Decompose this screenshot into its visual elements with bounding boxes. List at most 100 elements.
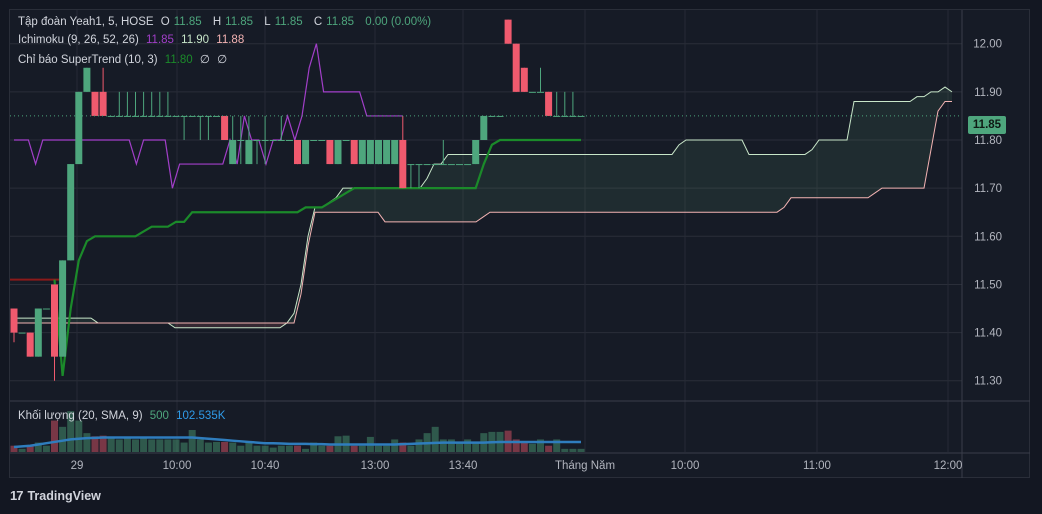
volume-bar: [140, 436, 148, 452]
legend-o-label: O: [160, 16, 170, 28]
volume-bar: [375, 445, 382, 452]
candle-body: [115, 115, 123, 117]
cloud-segment: [609, 154, 616, 213]
candle-body: [415, 164, 423, 166]
last-price-tag: 11.85: [968, 116, 1006, 134]
volume-bar: [439, 439, 447, 452]
volume-bar: [188, 430, 196, 452]
brand-label: TradingView: [27, 488, 101, 503]
cloud-segment: [875, 101, 882, 193]
volume-bar: [447, 439, 455, 452]
cloud-segment: [336, 188, 343, 213]
cloud-segment: [728, 140, 735, 213]
volume-bar: [91, 436, 99, 452]
cloud-segment: [644, 154, 651, 213]
supertrend-value-1: 11.80: [164, 54, 193, 66]
candle-body: [553, 115, 561, 117]
candle-body: [310, 140, 318, 141]
cloud-segment: [763, 154, 770, 213]
legend-supertrend[interactable]: Chỉ báo SuperTrend (10, 3) 11.80 ∅ ∅: [18, 52, 231, 66]
volume-bar: [156, 439, 164, 452]
cloud-segment: [476, 154, 483, 222]
cloud-segment: [245, 322, 252, 328]
volume-bar: [42, 445, 50, 452]
x-tick-label-6: 10:00: [671, 460, 700, 472]
candle-body: [366, 140, 374, 165]
cloud-segment: [847, 101, 854, 198]
candle-body: [10, 308, 18, 333]
volume-bar: [269, 447, 277, 452]
cloud-segment: [742, 140, 749, 213]
cloud-segment: [518, 154, 525, 213]
candle-body: [91, 91, 99, 116]
volume-bar: [302, 448, 310, 452]
x-tick-label-2: 10:40: [251, 460, 280, 472]
legend-ichimoku[interactable]: Ichimoku (9, 26, 52, 26) 11.85 11.90 11.…: [18, 34, 248, 46]
cloud-segment: [686, 140, 693, 213]
candle-body: [537, 91, 544, 93]
legend-change: 0.00 (0.00%): [365, 16, 432, 28]
span-b-line: [14, 100, 952, 324]
cloud-segment: [84, 318, 91, 323]
candle-body: [99, 91, 107, 116]
cloud-segment: [532, 154, 539, 213]
cloud-segment: [735, 140, 742, 213]
volume-bar: [350, 445, 358, 452]
cloud-segment: [602, 154, 609, 213]
cloud-segment: [714, 140, 721, 213]
volume-bar: [520, 441, 528, 452]
y-tick-label-5: 11.50: [974, 279, 1002, 291]
volume-bar: [10, 445, 18, 452]
cloud-segment: [581, 154, 588, 213]
volume-bar: [577, 448, 585, 452]
cloud-segment: [203, 322, 210, 328]
cloud-segment: [182, 322, 189, 328]
candle-body: [334, 140, 342, 165]
cloud-segment: [434, 164, 441, 222]
candle-body: [34, 308, 42, 357]
volume-bar: [415, 439, 423, 452]
volume-bar: [399, 442, 407, 452]
volume-bar: [75, 420, 83, 452]
cloud-segment: [616, 154, 623, 213]
volume-bar: [561, 448, 569, 452]
cloud-segment: [42, 318, 49, 323]
candle-body: [132, 115, 139, 117]
candle-body: [196, 115, 204, 117]
candle-body: [464, 164, 472, 166]
candle-body: [512, 43, 520, 92]
x-tick-label-8: 12:00: [934, 460, 963, 472]
candle-body: [188, 115, 196, 117]
candle-body: [358, 140, 366, 165]
cloud-segment: [826, 140, 833, 198]
cloud-segment: [217, 322, 224, 328]
cloud-segment: [357, 188, 364, 213]
cloud-segment: [672, 144, 679, 213]
candle-body: [213, 115, 220, 117]
cloud-segment: [546, 154, 553, 213]
candle-body: [318, 140, 326, 141]
cloud-segment: [371, 188, 378, 213]
candle-body: [229, 140, 237, 165]
volume-bar: [107, 436, 115, 452]
volume-bar: [245, 442, 253, 452]
volume-bar: [383, 445, 391, 452]
volume-bar: [34, 442, 42, 452]
cloud-segment: [252, 322, 259, 328]
tradingview-brand[interactable]: 17 TradingView: [10, 488, 101, 503]
candle-body: [342, 140, 350, 141]
volume-bar: [237, 445, 245, 452]
cloud-segment: [784, 154, 791, 208]
candle-body: [107, 115, 115, 117]
candle-body: [123, 115, 131, 117]
cloud-segment: [889, 101, 896, 189]
cloud-segment: [350, 188, 357, 213]
candle-body: [407, 164, 415, 166]
candle-body: [148, 115, 156, 117]
cloud-segment: [910, 96, 917, 189]
candle-body: [42, 308, 50, 310]
legend-volume[interactable]: Khối lượng (20, SMA, 9) 500 102.535K: [18, 410, 229, 422]
candle-body: [561, 115, 569, 117]
x-tick-label-7: 11:00: [803, 460, 831, 472]
